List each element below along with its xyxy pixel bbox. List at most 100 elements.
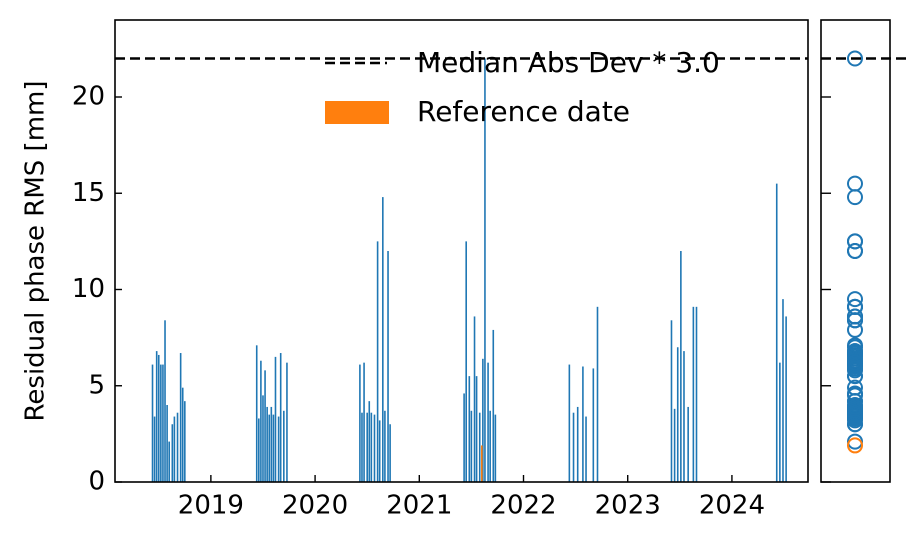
- bar: [361, 412, 363, 482]
- bar: [492, 329, 495, 482]
- bar: [692, 306, 695, 482]
- distribution-point: [847, 308, 863, 325]
- bar: [270, 406, 273, 482]
- distribution-point: [847, 343, 863, 360]
- legend-reference-swatch: [325, 101, 389, 124]
- bar: [277, 416, 280, 482]
- bar: [184, 401, 186, 482]
- bar: [155, 351, 158, 482]
- distribution-point: [847, 291, 863, 308]
- x-tick-label: 2019: [178, 491, 244, 521]
- bar: [164, 320, 166, 482]
- bar: [582, 366, 584, 482]
- bar: [376, 241, 379, 482]
- distribution-point: [847, 189, 863, 206]
- bar: [473, 316, 476, 482]
- bar: [670, 320, 673, 482]
- bar: [782, 299, 784, 482]
- x-tick-label: 2024: [699, 491, 765, 521]
- bar: [162, 364, 164, 482]
- bar: [484, 58, 486, 482]
- bar: [389, 424, 391, 482]
- distribution-point: [847, 408, 863, 425]
- bar: [266, 406, 268, 482]
- reference-point: [847, 437, 863, 454]
- bar: [487, 362, 489, 482]
- bar: [368, 401, 371, 482]
- x-tick-label: 2023: [595, 491, 661, 521]
- bar: [572, 412, 575, 482]
- bar: [676, 347, 679, 482]
- bar: [268, 414, 271, 482]
- bar: [775, 183, 778, 482]
- bar: [463, 393, 465, 482]
- bar: [576, 406, 579, 482]
- bar: [489, 410, 491, 482]
- distribution-point: [847, 298, 863, 315]
- bar: [384, 410, 386, 482]
- distribution-point: [847, 354, 863, 371]
- bar: [279, 353, 282, 482]
- bar: [673, 408, 676, 482]
- bar: [378, 420, 381, 482]
- bar: [465, 241, 467, 482]
- bar: [157, 354, 160, 482]
- bar: [475, 376, 478, 482]
- bar: [151, 364, 154, 482]
- bar: [370, 412, 373, 482]
- bar: [286, 362, 288, 482]
- bar: [680, 251, 682, 482]
- bar: [264, 370, 266, 482]
- bar: [171, 424, 174, 482]
- bar: [779, 362, 781, 482]
- plot-frame: [114, 19, 809, 483]
- y-tick-label: 15: [72, 178, 105, 208]
- y-axis-label: Residual phase RMS [mm]: [21, 81, 51, 422]
- bar: [153, 416, 156, 482]
- distribution-point: [847, 233, 863, 250]
- bar: [683, 351, 685, 482]
- bar: [382, 197, 384, 482]
- bar: [262, 395, 264, 482]
- x-tick-label: 2022: [490, 491, 556, 521]
- bar: [494, 414, 497, 482]
- x-tick-label: 2020: [282, 491, 348, 521]
- distribution-point: [847, 398, 863, 415]
- bar: [470, 410, 473, 482]
- bar: [695, 306, 698, 482]
- y-tick-label: 0: [88, 467, 105, 497]
- side-frame: [820, 19, 891, 483]
- reference-bar: [481, 445, 483, 482]
- y-tick-label: 5: [88, 370, 105, 400]
- bar: [363, 362, 365, 482]
- bar: [173, 416, 176, 482]
- bar: [687, 406, 689, 482]
- bar: [592, 368, 595, 482]
- distribution-point: [847, 175, 863, 192]
- bar: [179, 353, 182, 482]
- bar: [168, 441, 170, 482]
- distribution-point: [847, 50, 863, 67]
- x-tick-label: 2021: [386, 491, 452, 521]
- bar: [596, 306, 599, 482]
- bar: [568, 364, 571, 482]
- bar: [482, 358, 484, 482]
- bar: [160, 364, 162, 482]
- bar: [255, 345, 258, 482]
- y-tick-label: 20: [72, 82, 105, 112]
- bar: [359, 364, 361, 482]
- legend-label: Reference date: [417, 95, 630, 128]
- bar: [585, 416, 587, 482]
- distribution-point: [847, 243, 863, 259]
- bar: [176, 412, 179, 482]
- legend-label: Median Abs Dev * 3.0: [417, 46, 720, 79]
- bar: [478, 412, 481, 482]
- bar: [181, 387, 184, 482]
- bar: [166, 405, 168, 482]
- bar: [283, 410, 285, 482]
- bar: [366, 412, 368, 482]
- y-tick-label: 10: [72, 274, 105, 304]
- bar: [272, 414, 275, 482]
- bar: [260, 360, 262, 482]
